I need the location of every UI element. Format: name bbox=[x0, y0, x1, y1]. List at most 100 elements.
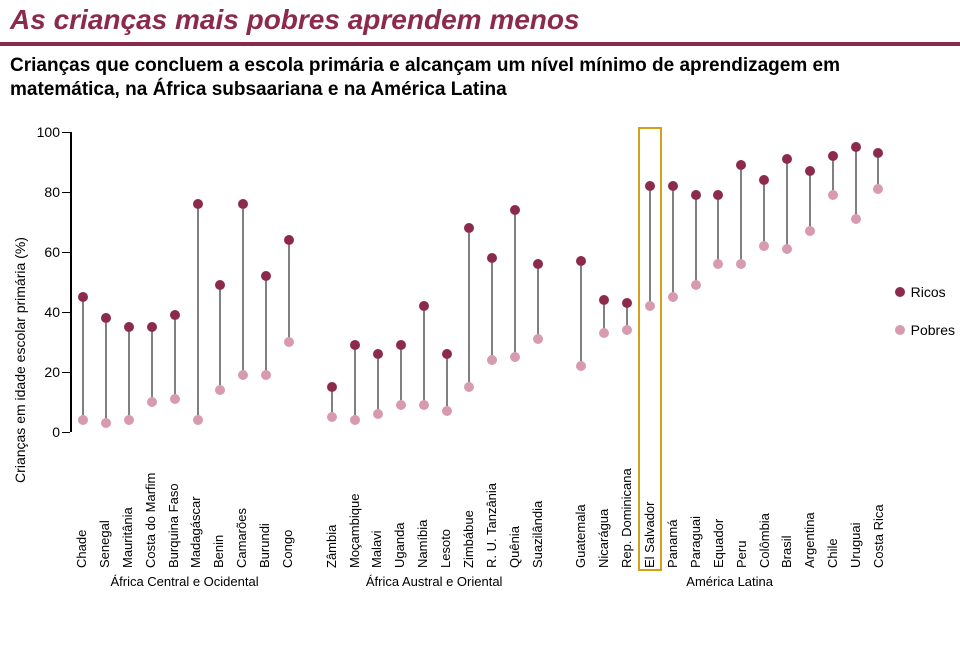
connector-line bbox=[446, 354, 447, 411]
data-column bbox=[72, 132, 95, 432]
y-axis-label: Crianças em idade escolar primária (%) bbox=[12, 237, 28, 483]
x-axis-labels: ChadeSenegalMauritâniaCosta do MarfimBur… bbox=[70, 432, 890, 572]
dot-poor bbox=[327, 412, 337, 422]
data-column bbox=[344, 132, 367, 432]
x-label-cell: Guatemala bbox=[569, 432, 592, 572]
x-label: Colômbia bbox=[758, 432, 771, 572]
region-labels: África Central e OcidentalÁfrica Austral… bbox=[70, 574, 890, 589]
plot-area: Ricos Pobres 020406080100 bbox=[70, 132, 890, 432]
dot-rich bbox=[238, 199, 248, 209]
data-column bbox=[481, 132, 504, 432]
dot-poor bbox=[576, 361, 586, 371]
x-label-cell: Uruguai bbox=[844, 432, 867, 572]
x-label-cell: Moçambique bbox=[343, 432, 366, 572]
dot-poor bbox=[828, 190, 838, 200]
connector-line bbox=[855, 147, 856, 219]
dot-rich bbox=[215, 280, 225, 290]
data-column bbox=[593, 132, 616, 432]
dot-rich bbox=[736, 160, 746, 170]
x-label-cell: Burquina Faso bbox=[162, 432, 185, 572]
x-label: Equador bbox=[712, 432, 725, 572]
x-label-cell: Malavi bbox=[365, 432, 388, 572]
data-column bbox=[141, 132, 164, 432]
y-tick-label: 100 bbox=[37, 124, 72, 140]
x-label-cell: Lesoto bbox=[434, 432, 457, 572]
data-column bbox=[412, 132, 435, 432]
x-label: Congo bbox=[281, 432, 294, 572]
data-column bbox=[730, 132, 753, 432]
x-label-cell: Senegal bbox=[93, 432, 116, 572]
dot-poor bbox=[645, 301, 655, 311]
x-label-cell: Camarões bbox=[230, 432, 253, 572]
legend: Ricos Pobres bbox=[895, 262, 955, 360]
dot-rich bbox=[599, 295, 609, 305]
x-label: Uganda bbox=[393, 432, 406, 572]
page-title: As crianças mais pobres aprendem menos bbox=[10, 4, 950, 36]
dot-poor bbox=[782, 244, 792, 254]
dot-poor bbox=[170, 394, 180, 404]
x-label-cell: Namíbia bbox=[411, 432, 434, 572]
data-column bbox=[321, 132, 344, 432]
data-column bbox=[844, 132, 867, 432]
x-label-cell: Madagáscar bbox=[185, 432, 208, 572]
dot-poor bbox=[193, 415, 203, 425]
data-column bbox=[753, 132, 776, 432]
dot-poor bbox=[533, 334, 543, 344]
data-column bbox=[639, 132, 662, 432]
dot-rich bbox=[442, 349, 452, 359]
region-label: América Latina bbox=[569, 574, 890, 589]
x-label: Costa do Marfim bbox=[144, 432, 157, 572]
connector-line bbox=[378, 354, 379, 414]
data-column bbox=[255, 132, 278, 432]
connector-line bbox=[718, 195, 719, 264]
dot-rich bbox=[487, 253, 497, 263]
x-label: Uruguai bbox=[849, 432, 862, 572]
dot-rich bbox=[373, 349, 383, 359]
dot-rich bbox=[782, 154, 792, 164]
connector-line bbox=[400, 345, 401, 405]
dot-rich bbox=[713, 190, 723, 200]
dot-poor bbox=[419, 400, 429, 410]
data-column bbox=[163, 132, 186, 432]
x-label-cell: El Salvador bbox=[638, 432, 661, 572]
dot-rich bbox=[691, 190, 701, 200]
dot-poor bbox=[851, 214, 861, 224]
legend-label-rich: Ricos bbox=[911, 284, 946, 300]
dot-rich bbox=[576, 256, 586, 266]
x-label: Camarões bbox=[235, 432, 248, 572]
dot-poor bbox=[599, 328, 609, 338]
group-gap bbox=[300, 132, 321, 432]
dot-poor bbox=[373, 409, 383, 419]
region-gap bbox=[299, 574, 320, 589]
x-label-cell: R. U. Tanzânia bbox=[480, 432, 503, 572]
x-label: Suazilândia bbox=[531, 432, 544, 572]
dot-rich bbox=[851, 142, 861, 152]
connector-line bbox=[492, 258, 493, 360]
connector-line bbox=[649, 186, 650, 306]
x-label-cell: Colômbia bbox=[753, 432, 776, 572]
data-column bbox=[232, 132, 255, 432]
group-gap bbox=[549, 132, 570, 432]
x-label-cell: Costa Rica bbox=[867, 432, 890, 572]
x-label-cell: Suazilândia bbox=[526, 432, 549, 572]
x-label-cell: Paraguai bbox=[684, 432, 707, 572]
dot-rich bbox=[396, 340, 406, 350]
data-column bbox=[390, 132, 413, 432]
x-label-cell: Peru bbox=[730, 432, 753, 572]
data-column bbox=[118, 132, 141, 432]
dot-poor bbox=[487, 355, 497, 365]
x-label: R. U. Tanzânia bbox=[485, 432, 498, 572]
dot-rich bbox=[170, 310, 180, 320]
x-label: Argentina bbox=[803, 432, 816, 572]
x-label-cell: Uganda bbox=[388, 432, 411, 572]
connector-line bbox=[197, 204, 198, 420]
dot-rich bbox=[645, 181, 655, 191]
dot-rich bbox=[327, 382, 337, 392]
legend-item-rich: Ricos bbox=[895, 284, 955, 300]
dot-poor bbox=[215, 385, 225, 395]
x-label: Burquina Faso bbox=[167, 432, 180, 572]
x-label-cell: Chile bbox=[821, 432, 844, 572]
dot-rich bbox=[510, 205, 520, 215]
x-label: Zâmbia bbox=[325, 432, 338, 572]
connector-line bbox=[672, 186, 673, 297]
